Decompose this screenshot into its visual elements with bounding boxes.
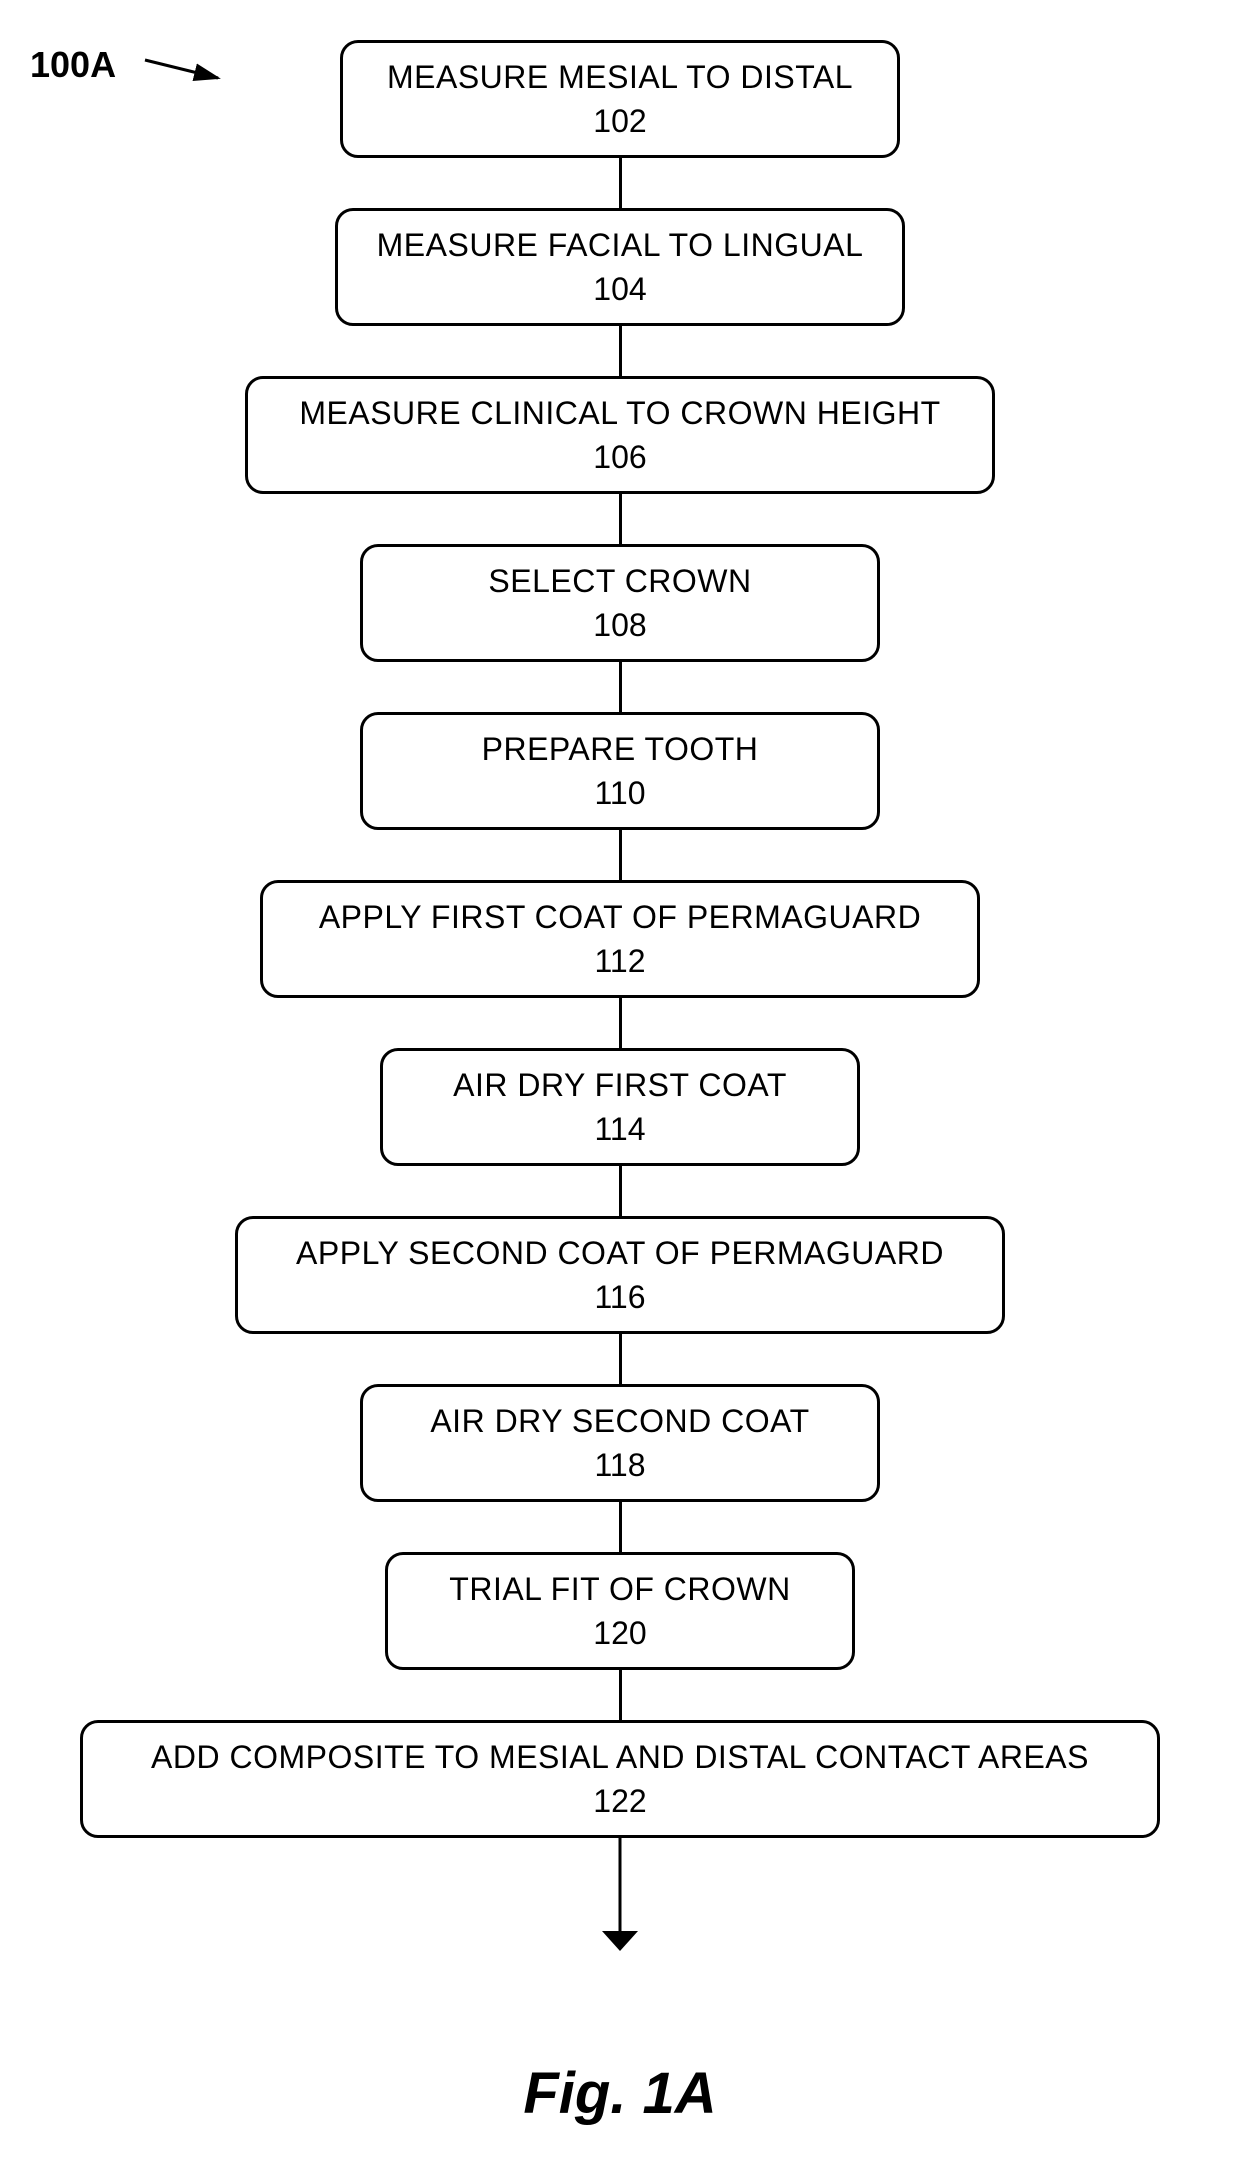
flow-step-title: APPLY SECOND COAT OF PERMAGUARD	[296, 1233, 944, 1273]
flow-step: TRIAL FIT OF CROWN120	[385, 1552, 855, 1670]
flow-step-number: 106	[593, 437, 646, 477]
flow-step-title: TRIAL FIT OF CROWN	[449, 1569, 790, 1609]
flow-step-number: 120	[593, 1613, 646, 1653]
flow-step-title: MEASURE FACIAL TO LINGUAL	[377, 225, 864, 265]
figure-caption: Fig. 1A	[0, 2060, 1240, 2127]
flow-step-number: 114	[594, 1109, 645, 1149]
flow-step-number: 108	[593, 605, 646, 645]
flow-step-title: APPLY FIRST COAT OF PERMAGUARD	[319, 897, 921, 937]
flow-connector	[619, 662, 622, 712]
flowchart: MEASURE MESIAL TO DISTAL102 MEASURE FACIA…	[0, 0, 1240, 1955]
flow-step-number: 118	[594, 1445, 645, 1485]
figure-caption-text: Fig. 1A	[523, 2061, 716, 2126]
figure-container: 100A MEASURE MESIAL TO DISTAL102MEASURE …	[0, 0, 1240, 2167]
flow-step-number: 102	[593, 101, 646, 141]
flow-step-title: AIR DRY FIRST COAT	[453, 1065, 787, 1105]
flow-step-number: 112	[594, 941, 645, 981]
flow-step-number: 116	[594, 1277, 645, 1317]
flow-step: AIR DRY SECOND COAT118	[360, 1384, 880, 1502]
figure-reference-label: 100A	[30, 44, 116, 86]
flow-step: MEASURE FACIAL TO LINGUAL104	[335, 208, 905, 326]
flow-connector	[619, 1334, 622, 1384]
flow-step: APPLY FIRST COAT OF PERMAGUARD112	[260, 880, 980, 998]
flow-step-title: MEASURE MESIAL TO DISTAL	[387, 57, 853, 97]
flow-connector	[619, 1166, 622, 1216]
ref-label-text: 100A	[30, 44, 116, 85]
flow-step-number: 122	[593, 1781, 646, 1821]
flow-connector	[619, 830, 622, 880]
flow-step: AIR DRY FIRST COAT114	[380, 1048, 860, 1166]
flow-connector	[619, 1670, 622, 1720]
flow-step-title: AIR DRY SECOND COAT	[430, 1401, 809, 1441]
flow-step: ADD COMPOSITE TO MESIAL AND DISTAL CONTA…	[80, 1720, 1160, 1838]
flow-step-number: 104	[593, 269, 646, 309]
flow-step: MEASURE CLINICAL TO CROWN HEIGHT106	[245, 376, 995, 494]
flow-step-number: 110	[594, 773, 645, 813]
flow-connector	[619, 1502, 622, 1552]
flow-end-arrow-icon	[599, 1838, 641, 1955]
flow-step-title: SELECT CROWN	[488, 561, 751, 601]
flow-step: PREPARE TOOTH110	[360, 712, 880, 830]
flow-step: SELECT CROWN108	[360, 544, 880, 662]
flow-connector	[619, 494, 622, 544]
flow-connector	[619, 326, 622, 376]
flow-step: MEASURE MESIAL TO DISTAL102	[340, 40, 900, 158]
flow-step-title: PREPARE TOOTH	[482, 729, 759, 769]
flow-connector	[619, 158, 622, 208]
flow-step: APPLY SECOND COAT OF PERMAGUARD116	[235, 1216, 1005, 1334]
flow-step-title: MEASURE CLINICAL TO CROWN HEIGHT	[299, 393, 940, 433]
flow-step-title: ADD COMPOSITE TO MESIAL AND DISTAL CONTA…	[151, 1737, 1089, 1777]
flow-connector	[619, 998, 622, 1048]
